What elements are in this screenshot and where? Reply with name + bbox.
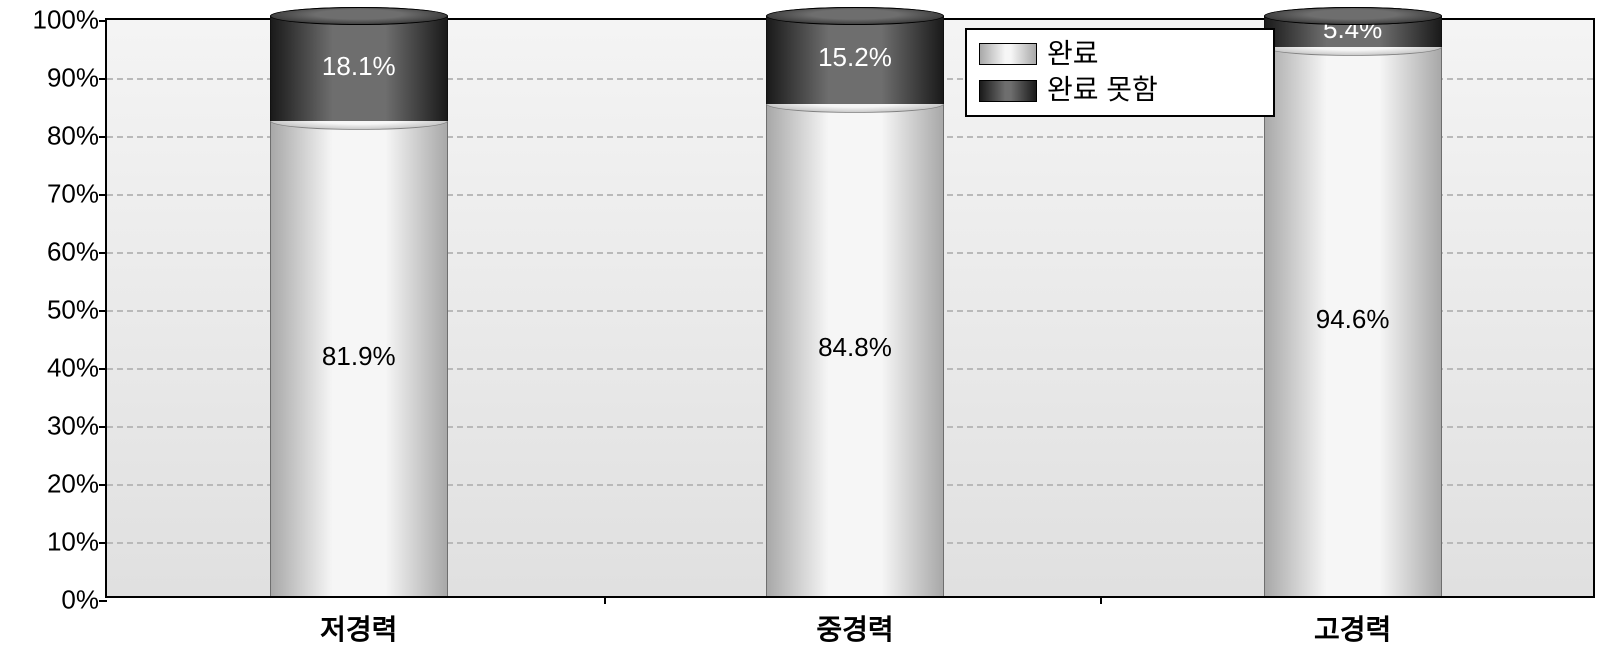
y-tick-label: 80% — [47, 121, 107, 152]
x-tick — [604, 596, 606, 604]
bar-group: 94.6%5.4% — [1264, 16, 1442, 596]
legend-swatch — [979, 43, 1037, 65]
bar-data-label: 94.6% — [1316, 304, 1390, 335]
x-tick — [1100, 596, 1102, 604]
legend-item: 완료 — [979, 36, 1257, 72]
y-tick-label: 100% — [33, 5, 108, 36]
bar-group: 84.8% 15.2% — [766, 16, 944, 596]
y-tick-label: 0% — [61, 585, 107, 616]
x-tick-label: 중경력 — [816, 596, 893, 648]
stacked-bar-chart: 0% 10% 20% 30% 40% 50% 60% 70% 80% 90% 100% 저경력 중경력 고… — [0, 0, 1610, 654]
legend-label: 완료 못함 — [1047, 72, 1158, 108]
y-tick-label: 70% — [47, 179, 107, 210]
bar-top-cap — [1264, 7, 1442, 25]
legend: 완료완료 못함 — [965, 28, 1275, 117]
bar-top-cap — [766, 7, 944, 25]
bar-data-label: 81.9% — [322, 341, 396, 372]
y-tick-label: 90% — [47, 63, 107, 94]
x-tick-label: 고경력 — [1314, 596, 1391, 648]
y-tick-label: 50% — [47, 295, 107, 326]
x-tick-label: 저경력 — [320, 596, 397, 648]
bar-data-label: 18.1% — [322, 51, 396, 82]
legend-swatch — [979, 80, 1037, 102]
bar-top-cap — [270, 7, 448, 25]
bar-data-label: 84.8% — [818, 332, 892, 363]
y-tick-label: 30% — [47, 411, 107, 442]
y-tick-label: 60% — [47, 237, 107, 268]
y-tick-label: 10% — [47, 527, 107, 558]
y-tick-label: 20% — [47, 469, 107, 500]
bar-data-label: 15.2% — [818, 42, 892, 73]
legend-item: 완료 못함 — [979, 72, 1257, 108]
bar-group: 81.9% 18.1% — [270, 16, 448, 596]
y-tick-label: 40% — [47, 353, 107, 384]
legend-label: 완료 — [1047, 36, 1099, 72]
plot-area: 0%10%20%30%40%50%60%70%80%90%100%저경력중경력고… — [105, 18, 1595, 598]
